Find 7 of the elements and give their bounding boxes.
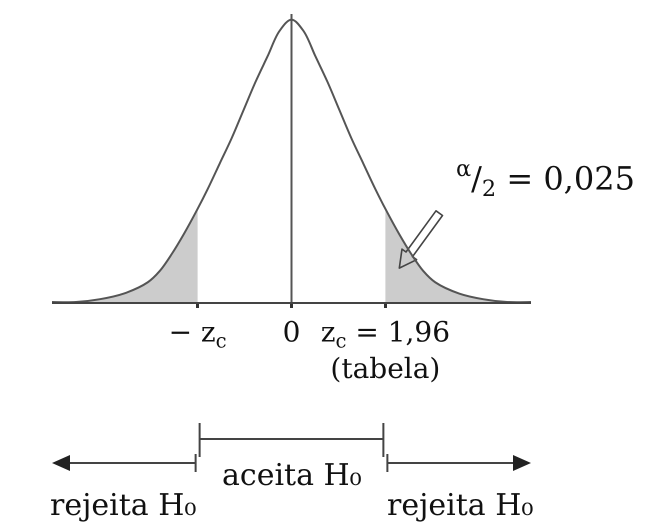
x-tick-label: 0 (282, 316, 300, 349)
text: aceita H₀ (222, 458, 362, 493)
x-tick-label: z$_{c}$ = 1,96 (tabela) (320, 316, 450, 385)
x-tick-label: − z$_{c}$ (168, 316, 227, 352)
text: rejeita H₀ (50, 488, 196, 523)
annotation: $^{α}$/$_{2}$ = 0,025 (456, 156, 635, 202)
text: rejeita H₀ (387, 488, 534, 523)
